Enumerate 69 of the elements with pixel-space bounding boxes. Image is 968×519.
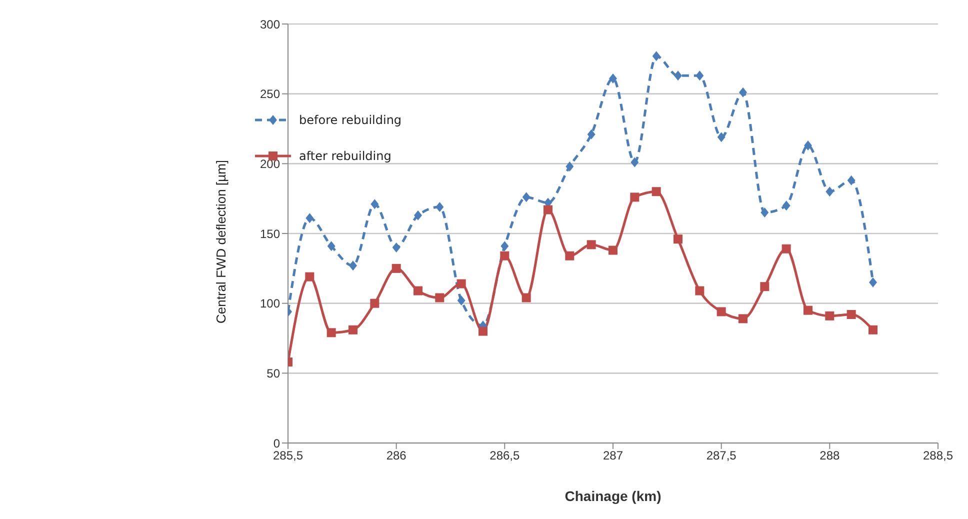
point xyxy=(760,282,770,292)
point xyxy=(760,208,769,218)
y-tick-label: 150 xyxy=(260,226,280,241)
point xyxy=(544,205,552,214)
point xyxy=(326,328,336,338)
point xyxy=(370,298,380,308)
y-tick-label: 0 xyxy=(273,436,280,450)
point xyxy=(500,251,510,260)
point xyxy=(457,296,466,306)
point xyxy=(868,325,878,334)
x-tick-label: 286,5 xyxy=(490,448,520,463)
point xyxy=(306,213,314,224)
point xyxy=(847,175,856,186)
point xyxy=(695,286,704,296)
point xyxy=(370,199,379,210)
point xyxy=(630,157,639,168)
x-tick-label: 288 xyxy=(820,448,840,463)
point xyxy=(522,293,531,302)
point xyxy=(652,187,661,196)
point xyxy=(869,277,877,288)
point xyxy=(804,140,812,151)
point xyxy=(630,192,640,202)
point xyxy=(804,306,812,315)
point xyxy=(782,244,791,254)
y-tick-label: 50 xyxy=(266,366,280,380)
point xyxy=(456,279,466,288)
point xyxy=(739,87,747,98)
legend-label: before rebuilding xyxy=(299,113,402,127)
point xyxy=(825,311,834,320)
point xyxy=(305,272,314,282)
x-tick-label: 287 xyxy=(602,448,624,463)
point xyxy=(826,186,834,197)
point xyxy=(349,260,357,271)
point xyxy=(436,202,444,212)
x-axis-title: Chainage (km) xyxy=(564,488,662,504)
y-tick-label: 250 xyxy=(260,87,280,102)
point xyxy=(522,192,530,202)
x-tick-label: 287,5 xyxy=(706,448,737,463)
point xyxy=(587,129,596,140)
x-tick-label: 286 xyxy=(386,448,407,463)
point xyxy=(717,132,726,142)
point xyxy=(414,210,422,220)
point xyxy=(435,293,444,302)
point xyxy=(608,246,618,255)
point xyxy=(478,326,488,336)
point xyxy=(782,200,790,211)
point xyxy=(738,314,748,324)
y-tick-label: 300 xyxy=(260,17,280,32)
y-tick-label: 100 xyxy=(260,296,280,311)
point xyxy=(696,70,704,81)
x-tick-label: 288,5 xyxy=(922,448,954,463)
point xyxy=(566,161,574,172)
point xyxy=(716,307,726,316)
point xyxy=(674,70,682,81)
point xyxy=(652,51,660,62)
point xyxy=(327,241,336,252)
point xyxy=(674,234,682,244)
x-tick-label: 285,5 xyxy=(272,448,304,463)
point xyxy=(500,241,509,252)
point xyxy=(392,242,400,252)
point xyxy=(414,286,422,296)
point xyxy=(609,73,617,84)
point xyxy=(846,310,856,320)
y-axis-title: Central FWD deflection [µm] xyxy=(214,160,229,324)
point xyxy=(565,251,574,260)
point xyxy=(348,325,358,334)
point xyxy=(392,264,401,273)
point xyxy=(586,240,596,250)
legend-label: after rebuilding xyxy=(299,149,392,163)
